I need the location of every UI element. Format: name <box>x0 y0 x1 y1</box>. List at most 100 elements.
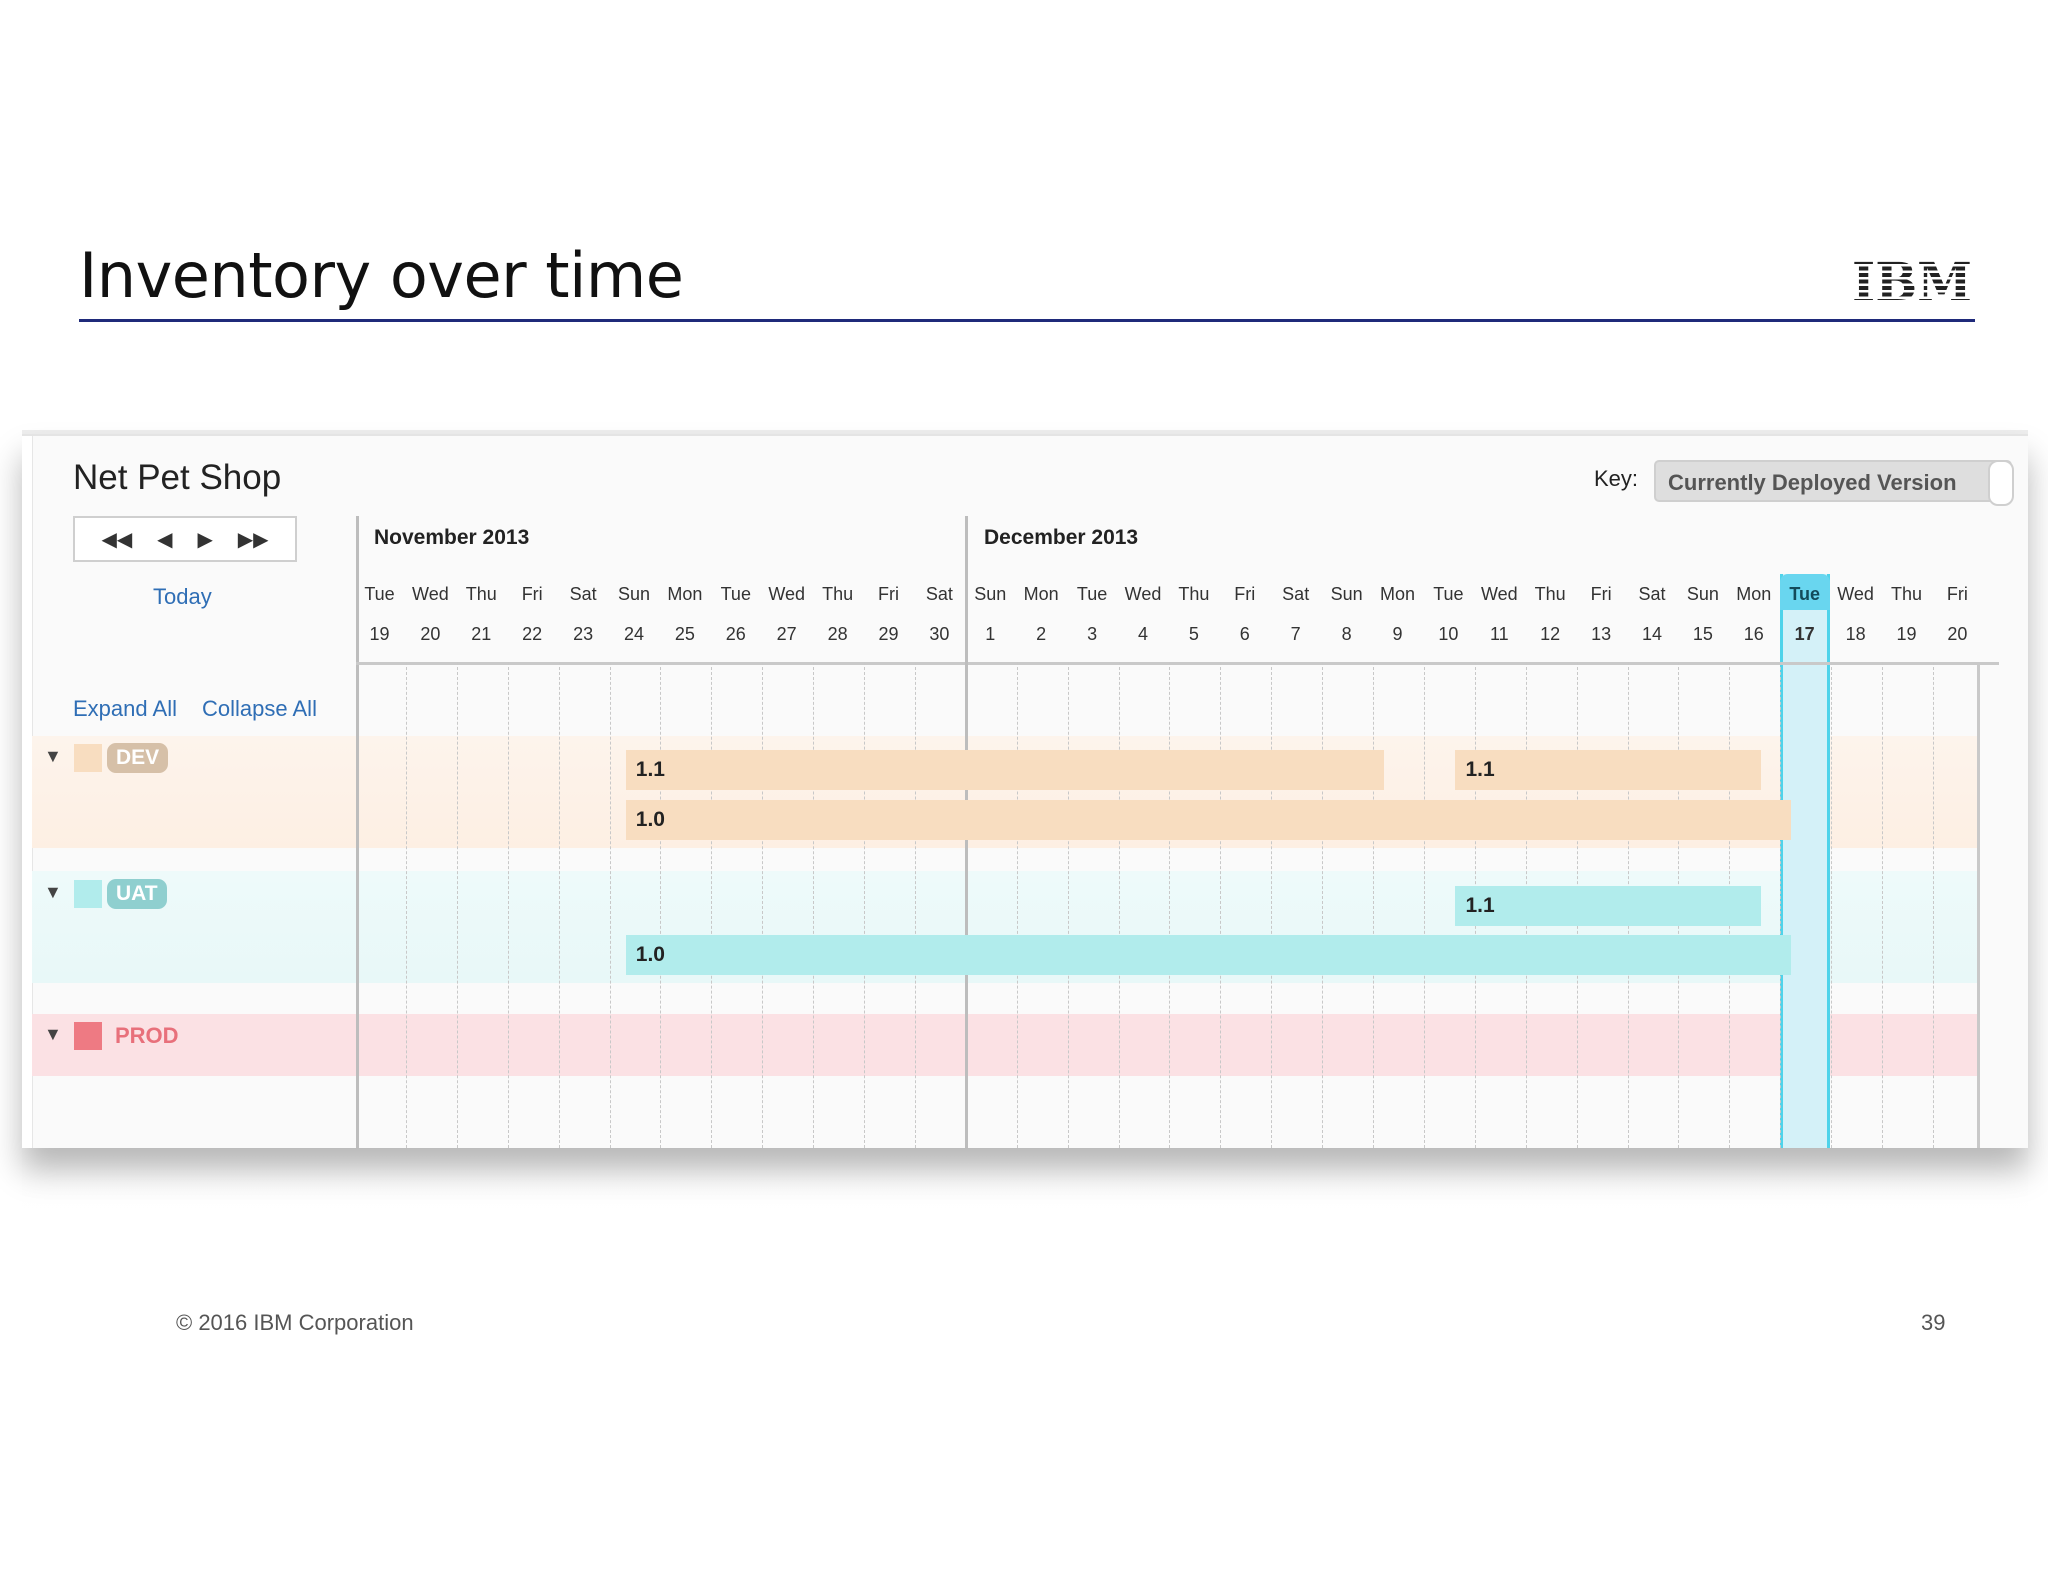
day-number-label: 14 <box>1641 624 1663 644</box>
day-gridline <box>558 662 560 1148</box>
day-gridline <box>456 662 458 1148</box>
day-number-label: 18 <box>1845 624 1866 644</box>
day-of-week-label: Fri <box>1590 584 1612 604</box>
day-number-label: 26 <box>725 624 746 644</box>
day-gridline <box>507 662 509 1148</box>
day-of-week-label: Sun <box>1686 584 1719 604</box>
page-number: 39 <box>1921 1310 1946 1335</box>
version-bar[interactable]: 1.0 <box>625 800 1792 840</box>
day-gridline <box>914 662 916 1148</box>
timeline-left-border <box>356 516 359 1148</box>
day-gridline <box>813 662 815 1148</box>
day-of-week-label: Sat <box>925 584 953 604</box>
title-divider <box>79 319 1975 322</box>
day-number-label: 21 <box>471 624 492 644</box>
environment-name-badge[interactable]: DEV <box>107 743 169 773</box>
expand-toggle-icon[interactable]: ▼ <box>44 746 62 766</box>
day-number-label: 19 <box>369 624 390 644</box>
slide-title: Inventory over time <box>79 239 684 312</box>
collapse-all-link[interactable]: Collapse All <box>202 696 317 721</box>
day-of-week-label: Thu <box>1534 584 1566 604</box>
day-of-week-label: Sun <box>1330 584 1363 604</box>
version-bar[interactable]: 1.0 <box>625 935 1792 975</box>
version-bar[interactable]: 1.1 <box>1455 750 1761 790</box>
day-gridline <box>1271 662 1273 1148</box>
day-number-label: 12 <box>1540 624 1561 644</box>
day-of-week-label: Thu <box>1890 584 1923 604</box>
day-gridline <box>1831 662 1833 1148</box>
day-of-week-label: Wed <box>1480 584 1518 604</box>
today-column-highlight <box>1780 574 1830 1148</box>
day-gridline <box>762 662 764 1148</box>
day-of-week-label: Sat <box>1282 584 1310 604</box>
day-number-label: 8 <box>1341 624 1352 644</box>
day-gridline <box>1882 662 1883 1148</box>
day-of-week-label: Mon <box>1736 584 1772 604</box>
key-toggle-knob[interactable] <box>1988 460 2014 506</box>
day-number-label: 4 <box>1137 624 1148 644</box>
day-of-week-label: Fri <box>878 584 899 604</box>
previous-page-icon[interactable]: ◀ <box>157 528 173 551</box>
header-divider <box>356 662 1999 665</box>
date-navigation: ◀◀ ◀ ▶ ▶▶ <box>73 516 297 562</box>
day-of-week-label: Sat <box>1638 584 1666 604</box>
copyright-text: © 2016 IBM Corporation <box>176 1310 414 1335</box>
day-gridline <box>1932 662 1934 1148</box>
environment-color-swatch <box>74 744 102 772</box>
day-gridline <box>1118 662 1120 1148</box>
month-label: December 2013 <box>984 526 1139 549</box>
day-of-week-label: Wed <box>412 584 449 604</box>
key-legend-box: Currently Deployed Version <box>1654 460 2014 506</box>
day-number-label: 11 <box>1489 624 1509 644</box>
day-of-week-label: Sun <box>974 584 1007 604</box>
day-number-label: 6 <box>1239 624 1250 644</box>
day-gridline <box>1373 662 1374 1148</box>
day-of-week-label: Fri <box>1234 584 1256 604</box>
day-number-label: 3 <box>1087 624 1098 644</box>
ibm-logo: IBM <box>1852 258 1972 310</box>
day-of-week-label: Tue <box>1433 584 1464 604</box>
day-of-week-label: Mon <box>1023 584 1059 604</box>
day-of-week-label: Sun <box>617 584 651 604</box>
day-number-label: 20 <box>420 624 441 644</box>
day-gridline <box>609 662 611 1148</box>
timeline-right-border <box>1977 662 1980 1148</box>
day-number-label: 1 <box>985 624 996 644</box>
day-of-week-label: Fri <box>521 584 543 604</box>
day-number-label: 28 <box>827 624 848 644</box>
day-of-week-label: Tue <box>1789 584 1821 604</box>
day-gridline <box>1322 662 1324 1148</box>
version-bar[interactable]: 1.1 <box>625 750 1385 790</box>
day-gridline <box>1423 662 1425 1148</box>
environment-color-swatch <box>74 1022 102 1050</box>
day-gridline <box>864 662 865 1148</box>
day-number-label: 20 <box>1947 624 1968 644</box>
expand-all-link[interactable]: Expand All <box>73 696 177 721</box>
day-gridline <box>711 662 713 1148</box>
environment-name[interactable]: PROD <box>115 1023 179 1048</box>
day-number-label: 5 <box>1188 624 1199 644</box>
day-gridline <box>1780 662 1782 1148</box>
version-bar[interactable]: 1.1 <box>1455 886 1761 926</box>
next-page-icon[interactable]: ▶ <box>197 528 213 551</box>
day-number-label: 15 <box>1692 624 1713 644</box>
day-of-week-label: Thu <box>822 584 854 604</box>
day-of-week-label: Tue <box>1076 584 1108 604</box>
first-page-icon[interactable]: ◀◀ <box>101 528 133 551</box>
day-number-label: 17 <box>1794 624 1815 644</box>
day-of-week-label: Wed <box>768 584 806 604</box>
today-link[interactable]: Today <box>153 584 212 609</box>
day-of-week-label: Wed <box>1837 584 1874 604</box>
environment-name-badge[interactable]: UAT <box>107 879 167 909</box>
month-label: November 2013 <box>374 526 530 549</box>
last-page-icon[interactable]: ▶▶ <box>237 528 269 551</box>
day-number-label: 16 <box>1743 624 1764 644</box>
expand-toggle-icon[interactable]: ▼ <box>44 1024 62 1044</box>
day-of-week-label: Sat <box>569 584 597 604</box>
day-of-week-label: Mon <box>1379 584 1415 604</box>
day-number-label: 2 <box>1036 624 1047 644</box>
day-number-label: 23 <box>573 624 594 644</box>
day-number-label: 25 <box>674 624 695 644</box>
environment-color-swatch <box>74 880 102 908</box>
expand-toggle-icon[interactable]: ▼ <box>44 882 62 902</box>
